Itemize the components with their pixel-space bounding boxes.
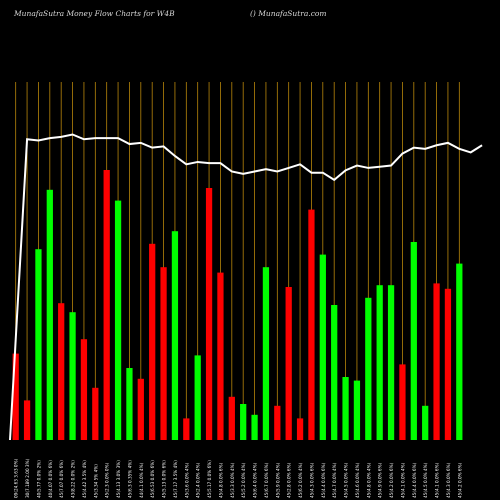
x-tick-label: 45(4.1 0.0% 4%) bbox=[400, 462, 405, 498]
money-flow-bar bbox=[387, 285, 395, 440]
money-flow-bar bbox=[456, 263, 463, 440]
x-tick-label: 45(2.8 0.0% 6%) bbox=[287, 462, 292, 498]
x-tick-label: 45(5.13 0.0% 6%) bbox=[162, 460, 167, 498]
money-flow-bar bbox=[319, 254, 326, 440]
x-tick-label: 40(4.07 0.0% 6%) bbox=[48, 460, 53, 498]
x-tick-label: 45(5.17 0.0% 6%) bbox=[207, 460, 212, 498]
x-tick-label: 45(7.17 3.5% 4%) bbox=[173, 460, 178, 498]
money-flow-bar bbox=[160, 267, 167, 440]
x-tick-label: 45(3.6 0.0% 4%) bbox=[184, 462, 189, 498]
x-tick-label: 45(6.4 0.0% 4%) bbox=[253, 462, 258, 498]
site-name: () MunafaSutra.com bbox=[250, 9, 327, 18]
money-flow-line bbox=[9, 133, 483, 441]
money-flow-bar bbox=[171, 231, 179, 440]
money-flow-bar bbox=[69, 312, 76, 440]
money-flow-bar bbox=[228, 396, 235, 440]
money-flow-bar bbox=[251, 414, 258, 440]
x-tick-label: 45(4.9 0.0% 6%) bbox=[378, 462, 383, 498]
x-tick-label: 45(4.7 0.0% 4%) bbox=[332, 462, 337, 498]
money-flow-bar bbox=[114, 200, 122, 440]
x-tick-label: 45(4.13 3.0% 3%) bbox=[116, 460, 121, 498]
x-tick-label: 45(4.8 0.0% 4%) bbox=[366, 462, 371, 498]
x-tick-label: 45(4.2 0.0% 6%) bbox=[457, 462, 462, 498]
x-tick-label: 43(8.22 0.0% 2%) bbox=[71, 460, 76, 498]
money-flow-bar bbox=[444, 288, 452, 440]
money-flow-bar bbox=[285, 287, 292, 440]
x-tick-label: 30(7.189 2.00 3%) bbox=[25, 458, 30, 498]
x-tick-label: 45(3.3 0.0% 4%) bbox=[230, 462, 235, 498]
money-flow-bar bbox=[353, 380, 361, 440]
x-tick-label: 45(6.3 0.35% 4%) bbox=[127, 460, 132, 498]
money-flow-bar bbox=[58, 303, 65, 440]
money-flow-bar bbox=[12, 353, 19, 440]
x-tick-label: 45(6.53 0.0% 6%) bbox=[150, 460, 155, 498]
money-flow-bar bbox=[103, 170, 110, 440]
x-tick-label: 45(5.9 0.0% 4%) bbox=[275, 462, 280, 498]
money-flow-bar bbox=[217, 272, 224, 440]
money-flow-bar bbox=[46, 189, 53, 440]
money-flow-bar bbox=[262, 267, 270, 440]
x-tick-label: 45(4.8 0.0% 6%) bbox=[218, 462, 223, 498]
money-flow-bar bbox=[240, 404, 247, 440]
x-tick-label: 45(3.34 5% 4%) bbox=[93, 464, 98, 498]
x-tick-label: 40(5.77 0.0% 2%) bbox=[36, 460, 41, 498]
money-flow-bar bbox=[433, 283, 440, 440]
money-flow-bar bbox=[410, 242, 417, 440]
x-tick-label: 45(2.4 0.0% 4%) bbox=[196, 462, 201, 498]
x-tick-label: 45(4.1 0.0% 6%) bbox=[435, 462, 440, 498]
money-flow-bar bbox=[342, 377, 349, 440]
money-flow-bar bbox=[35, 249, 42, 440]
x-tick-label: 45(4.4 0.0% 6%) bbox=[412, 462, 417, 498]
x-tick-label: 45(4.3 0.0% 6%) bbox=[309, 462, 314, 498]
x-tick-label: 09(24.63 3.63 0%) bbox=[14, 458, 19, 498]
chart-title: MunafaSutra Money Flow Charts for W4B bbox=[14, 9, 175, 18]
money-flow-bar bbox=[183, 418, 190, 440]
money-flow-bar bbox=[365, 297, 372, 440]
money-flow-bar bbox=[399, 364, 406, 440]
x-tick-label: 45(4.5 0.0% 4%) bbox=[344, 462, 349, 498]
money-flow-bar bbox=[23, 400, 31, 440]
x-tick-label: 45(4.5 0.0% 4%) bbox=[423, 462, 428, 498]
x-tick-label: 44(4.1 0.0% 4%) bbox=[139, 462, 144, 498]
money-flow-bar bbox=[205, 188, 213, 440]
x-tick-label: 45(5.2 0.0% 4%) bbox=[241, 462, 246, 498]
x-tick-label: 45(6.7 0.0% 6%) bbox=[264, 462, 269, 498]
x-tick-label: 45(4.3 0.0% 6%) bbox=[446, 462, 451, 498]
money-flow-bar bbox=[80, 339, 88, 440]
x-tick-label: 45(6.2 0.0% 4%) bbox=[298, 462, 303, 498]
money-flow-bar bbox=[422, 405, 429, 440]
x-tick-label: 45(4.42 3.5% 4%) bbox=[82, 460, 87, 498]
money-flow-bar bbox=[137, 378, 144, 440]
x-tick-label: 45(7.07 0.0% 6%) bbox=[59, 460, 64, 498]
x-tick-label: 45(4.4 0.0% 6%) bbox=[321, 462, 326, 498]
money-flow-bar bbox=[92, 387, 99, 440]
money-flow-bar bbox=[331, 305, 338, 440]
x-tick-label: 45(2.3 0.0% 0%) bbox=[105, 462, 110, 498]
money-flow-bar bbox=[274, 405, 281, 440]
x-tick-label: 45(4.2 0.0% 6%) bbox=[389, 462, 394, 498]
money-flow-bar bbox=[149, 243, 156, 440]
money-flow-bar bbox=[194, 355, 201, 440]
money-flow-bar bbox=[376, 285, 383, 440]
money-flow-bar bbox=[296, 418, 304, 440]
money-flow-bar bbox=[308, 209, 315, 440]
money-flow-bar bbox=[126, 368, 133, 440]
x-tick-label: 45(4.6 0.0% 4%) bbox=[355, 462, 360, 498]
